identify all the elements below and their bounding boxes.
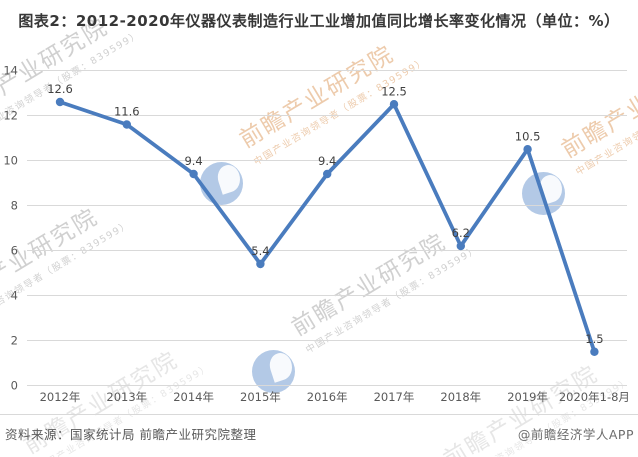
data-point-marker [323, 169, 332, 179]
data-point-marker [389, 100, 399, 109]
data-point-marker [55, 97, 65, 107]
chart-text: 2013年 [106, 390, 147, 404]
chart-text: 2018年 [440, 390, 481, 404]
chart-text: 9.4 [184, 154, 202, 168]
chart-text: 4 [11, 289, 18, 303]
chart-text: 2019年 [507, 390, 548, 404]
chart-text: 2020年1-8月 [559, 390, 630, 404]
chart-text: 11.6 [114, 105, 140, 119]
chart-text: 12 [3, 109, 18, 123]
data-point-marker [456, 241, 465, 251]
chart-text: 2017年 [374, 390, 415, 404]
footer-divider [0, 414, 638, 415]
footer-credit-text: @前瞻经济学人APP [517, 427, 634, 442]
data-labels: 12.6 11.6 9.4 5.4 9.4 12.5 6.2 10.5 1.5 [47, 82, 603, 346]
chart-text: 2012年 [40, 390, 81, 404]
chart-title: 图表2：2012-2020年仪器仪表制造行业工业增加值同比增长率变化情况（单位：… [18, 12, 620, 30]
chart-text: 6.2 [452, 226, 470, 240]
data-point-marker [256, 259, 265, 269]
chart-text: 1.5 [585, 332, 603, 346]
line-chart: 0 2 4 6 8 10 12 14 2012年 2013年 2014年 2015年 2016年 2017… [3, 64, 630, 405]
axis-labels: 0 2 4 6 8 10 12 14 2012年 2013年 2014年 2015年 2016年 2017… [3, 64, 630, 405]
chart-text: 14 [3, 64, 18, 78]
chart-text: 6 [11, 244, 18, 258]
chart-text: 9.4 [318, 154, 336, 168]
watermark-tile: 前瞻产业研究院 中国产业咨询领导者（股票：839599） [439, 361, 638, 457]
chart-text: 10 [3, 154, 18, 168]
chart-text: 0 [11, 379, 18, 393]
chart-text: 2 [11, 334, 18, 348]
data-series [55, 97, 599, 356]
chart-text: 12.5 [381, 84, 407, 98]
data-point-marker [122, 120, 131, 129]
data-point-marker [590, 347, 599, 356]
chart-text: 12.6 [47, 82, 73, 96]
chart-text: 5.4 [251, 244, 269, 258]
data-point-marker [523, 145, 532, 154]
chart-text: 2014年 [173, 390, 214, 404]
chart-text: 2015年 [240, 390, 281, 404]
data-point-marker [189, 169, 198, 179]
chart-text: 10.5 [515, 129, 541, 143]
chart-text: 8 [11, 199, 18, 213]
footer-source-text: 资料来源：国家统计局 前瞻产业研究院整理 [5, 427, 257, 442]
chart-text: 2016年 [307, 390, 348, 404]
